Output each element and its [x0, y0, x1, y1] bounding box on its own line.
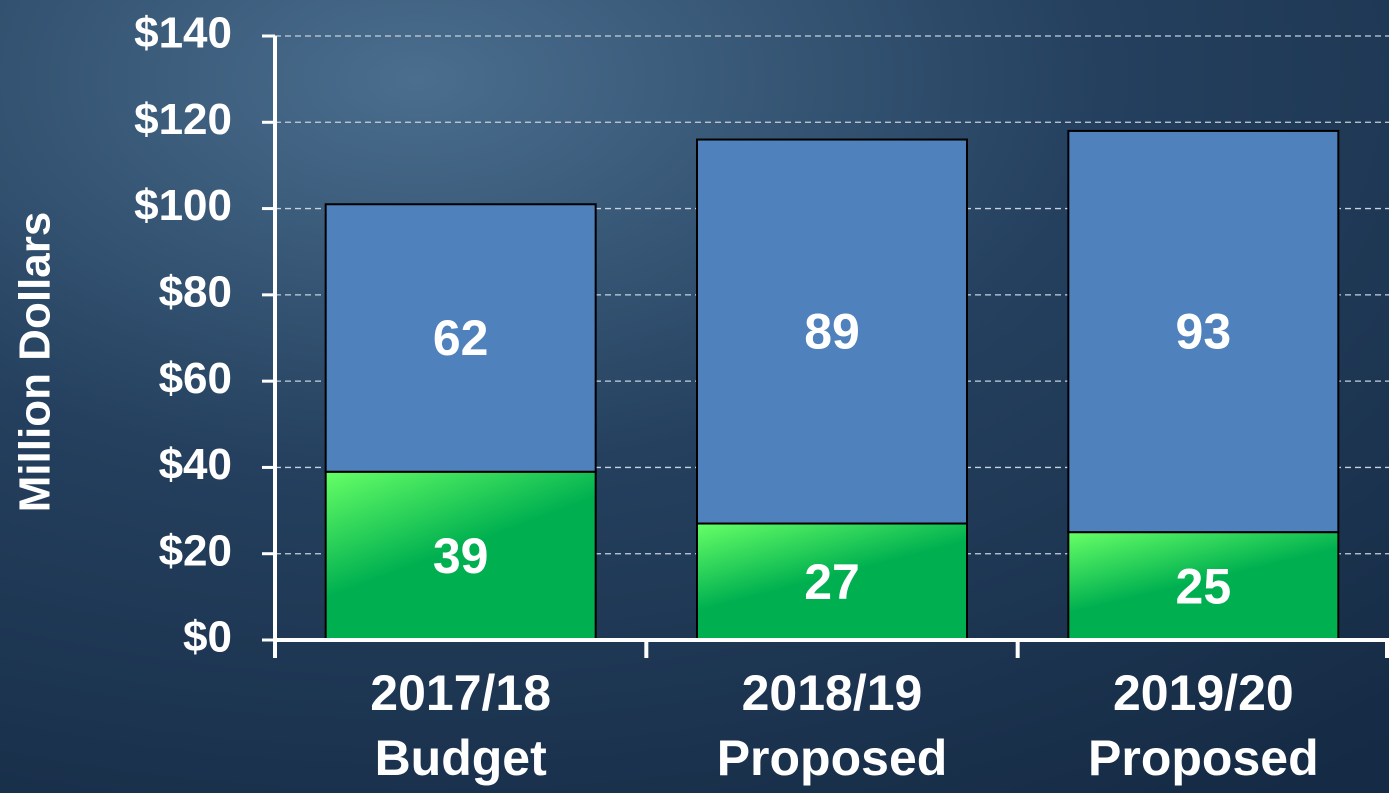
y-tick-label: $40 [159, 440, 232, 489]
bar-segment [696, 138, 968, 525]
y-tick-label: $20 [159, 526, 232, 575]
value-label: 93 [1176, 304, 1232, 360]
x-tick-label: Proposed [717, 730, 948, 786]
x-tick-label: 2017/18 [370, 665, 551, 721]
y-tick-label: $140 [134, 9, 232, 58]
value-label: 27 [804, 554, 860, 610]
y-tick-label: $120 [134, 95, 232, 144]
value-label: 39 [433, 528, 489, 584]
y-axis-label: Million Dollars [11, 212, 60, 513]
value-label: 89 [804, 304, 860, 360]
bar-segment [1067, 129, 1340, 534]
value-label: 62 [433, 310, 489, 366]
x-tick-label: 2018/19 [742, 665, 923, 721]
y-tick-label: $100 [134, 181, 232, 230]
value-label: 25 [1176, 558, 1232, 614]
bar-segment [1067, 531, 1340, 642]
y-tick-label: $0 [183, 613, 232, 662]
x-tick-label: Proposed [1088, 730, 1319, 786]
x-tick-label: Budget [375, 730, 548, 786]
y-tick-label: $60 [159, 354, 232, 403]
y-tick-label: $80 [159, 267, 232, 316]
bar-segment [324, 203, 597, 473]
x-tick-label: 2019/20 [1113, 665, 1294, 721]
